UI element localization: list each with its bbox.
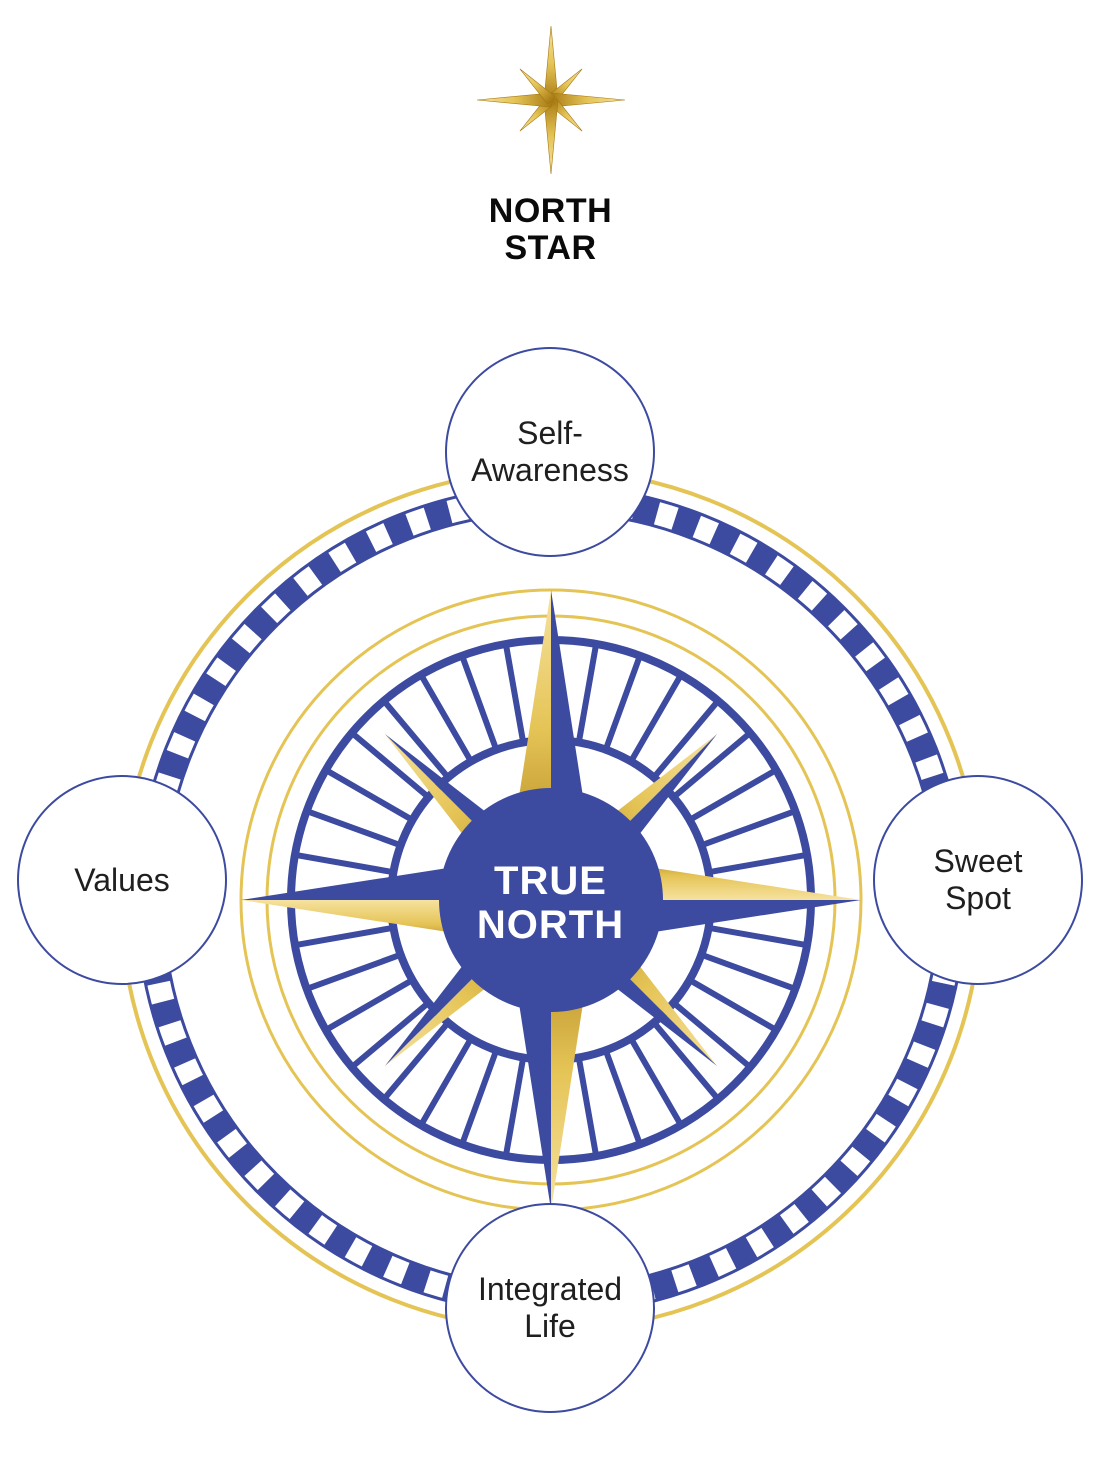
node-top: Self-Awareness xyxy=(445,347,655,557)
north-star-label-line1: NORTH xyxy=(489,192,612,230)
center-label-line1: TRUE xyxy=(494,859,607,903)
diagram-stage: NORTH STAR xyxy=(0,0,1101,1460)
node-label-right: SweetSpot xyxy=(934,843,1023,917)
node-label-bottom: IntegratedLife xyxy=(478,1271,622,1345)
center-label-line2: NORTH xyxy=(477,903,624,947)
node-left: Values xyxy=(17,775,227,985)
node-label-left: Values xyxy=(74,862,169,899)
north-star-label: NORTH STAR xyxy=(471,193,631,268)
node-right: SweetSpot xyxy=(873,775,1083,985)
node-label-top: Self-Awareness xyxy=(471,415,629,489)
north-star-block: NORTH STAR xyxy=(471,20,631,268)
north-star-icon xyxy=(471,20,631,180)
compass-center-label: TRUE NORTH xyxy=(477,859,624,947)
node-bottom: IntegratedLife xyxy=(445,1203,655,1413)
north-star-label-line2: STAR xyxy=(504,229,596,267)
